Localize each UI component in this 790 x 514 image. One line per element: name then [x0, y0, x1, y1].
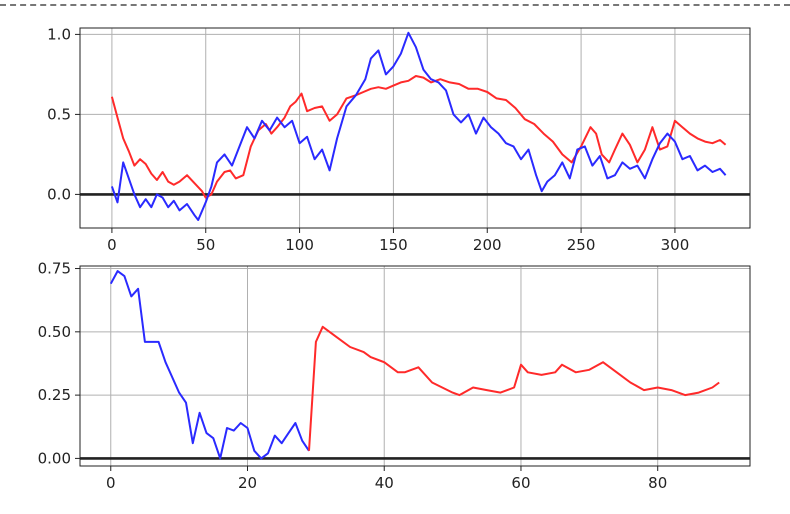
chart-1-y-tick-label: 0.0 [47, 185, 71, 203]
chart-1-axes-frame [79, 27, 751, 229]
top-dashed-border [0, 4, 790, 6]
chart-2-series-red-line [308, 325, 720, 451]
chart-1-x-tick-label: 100 [285, 236, 314, 254]
chart-2-x-tick-label: 0 [106, 474, 116, 492]
chart-1-x-tick-label: 250 [567, 236, 596, 254]
chart-1-x-tick-label: 300 [661, 236, 690, 254]
chart-2-y-tick-label: 0.25 [38, 386, 71, 404]
chart-1-series-blue-line [110, 31, 727, 221]
chart-2-x-tick-label: 80 [648, 474, 667, 492]
chart-2-y-tick-label: 0.50 [38, 323, 71, 341]
chart-2-series-blue-line [109, 270, 310, 460]
chart-2-x-tick-label: 40 [375, 474, 394, 492]
chart-1-x-tick-label: 150 [379, 236, 408, 254]
chart-2-x-tick-label: 60 [511, 474, 530, 492]
chart-2-x-tick-label: 20 [238, 474, 257, 492]
chart-1-y-tick-label: 1.0 [47, 25, 71, 43]
chart-1-x-tick-label: 50 [196, 236, 215, 254]
chart-1-y-tick-label: 0.5 [47, 105, 71, 123]
chart-1-series-red-line [110, 75, 727, 199]
chart-2-y-tick-label: 0.00 [38, 449, 71, 467]
chart-1-x-tick-label: 0 [107, 236, 117, 254]
chart-1-x-tick-label: 200 [473, 236, 502, 254]
chart-2-y-tick-label: 0.75 [38, 260, 71, 278]
chart-2-axes-frame [79, 265, 751, 467]
